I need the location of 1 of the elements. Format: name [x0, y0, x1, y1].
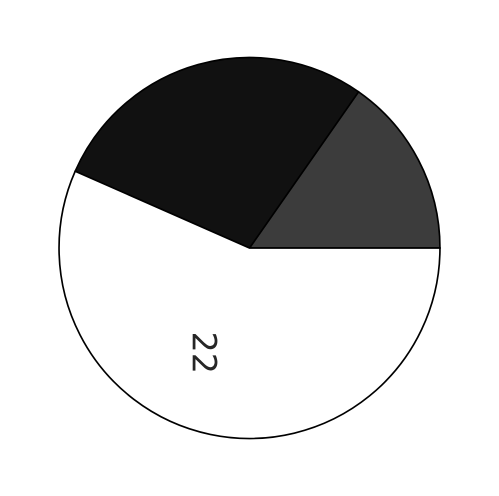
- text: 22: [192, 334, 218, 371]
